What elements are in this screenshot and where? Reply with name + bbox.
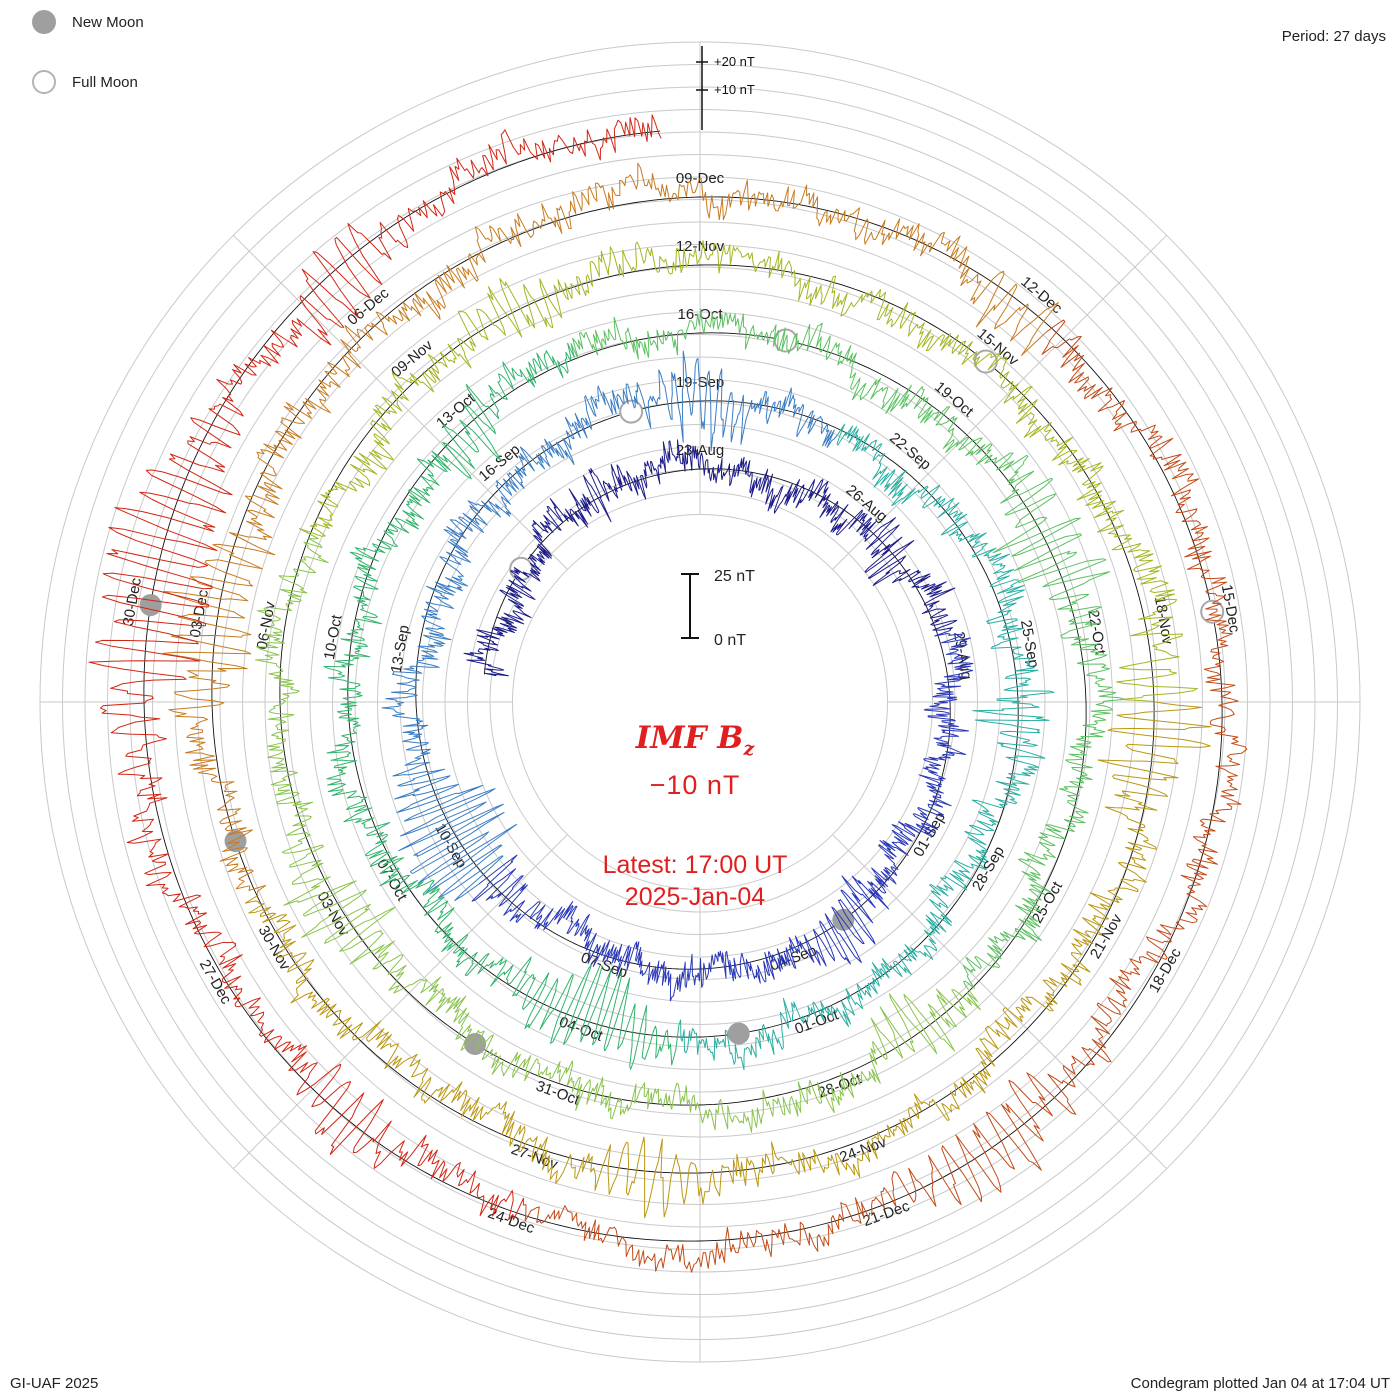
date-label: 01-Oct	[793, 1006, 842, 1038]
trace-segment	[381, 350, 838, 902]
bz-trace	[88, 114, 1248, 1273]
moon-legend: New Moon Full Moon	[32, 10, 144, 130]
grid-spoke	[232, 234, 568, 570]
trace-segment	[323, 342, 680, 1070]
grid-spoke	[832, 834, 1168, 1170]
new-moon-marker	[727, 1022, 750, 1045]
credit-label: GI-UAF 2025	[10, 1375, 99, 1392]
trace-segment	[255, 528, 981, 1133]
new-moon-marker	[139, 594, 162, 617]
scale-bar-bottom-label: 0 nT	[714, 632, 746, 649]
date-label: 09-Nov	[388, 336, 436, 380]
new-moon-icon	[32, 10, 56, 34]
date-label: 19-Sep	[676, 374, 724, 391]
trace-segment	[570, 308, 1126, 989]
date-label: 31-Oct	[534, 1077, 583, 1109]
date-label: 21-Dec	[861, 1197, 913, 1230]
date-label: 13-Sep	[388, 624, 413, 675]
plus20-label: +20 nT	[714, 54, 755, 69]
date-label: 06-Dec	[344, 284, 392, 328]
date-label: 10-Oct	[321, 613, 346, 661]
legend-full-moon: Full Moon	[32, 70, 144, 94]
date-label: 22-Sep	[886, 429, 934, 473]
date-label: 28-Oct	[816, 1070, 865, 1102]
trace-segment	[471, 629, 974, 1002]
legend-new-moon: New Moon	[32, 10, 144, 34]
full-moon-marker	[619, 399, 644, 424]
scale-bar-top-label: 25 nT	[714, 568, 755, 585]
baseline-spiral-path	[143, 130, 1223, 1242]
trace-segment	[88, 114, 662, 1221]
trace-segment	[245, 700, 1212, 1219]
trace-segment	[299, 240, 1198, 702]
trace-segment	[678, 423, 1055, 1071]
period-label: Period: 27 days	[1281, 28, 1386, 45]
trace-segment	[162, 162, 1059, 894]
new-moon-label: New Moon	[72, 13, 144, 31]
date-label: 12-Dec	[1017, 273, 1065, 317]
full-moon-icon	[32, 70, 56, 94]
baseline-spiral	[143, 130, 1223, 1242]
date-label: 12-Nov	[676, 238, 725, 255]
plotted-timestamp: Condegram plotted Jan 04 at 17:04 UT	[1130, 1375, 1390, 1392]
full-moon-label: Full Moon	[72, 73, 138, 91]
grid-ring	[512, 514, 888, 890]
center-scale-bar: 25 nT 0 nT	[681, 568, 755, 649]
full-moon-marker	[1200, 599, 1225, 624]
new-moon-marker	[224, 830, 247, 853]
date-label: 25-Sep	[1017, 619, 1042, 670]
date-label: 07-Sep	[579, 949, 630, 982]
plus10-label: +10 nT	[714, 82, 755, 97]
trace-segment	[463, 439, 958, 677]
top-radial-scale: +20 nT +10 nT	[696, 46, 755, 130]
date-label: 26-Aug	[843, 481, 891, 525]
trace-segment	[522, 319, 1248, 1273]
grid-spoke	[832, 234, 1168, 570]
